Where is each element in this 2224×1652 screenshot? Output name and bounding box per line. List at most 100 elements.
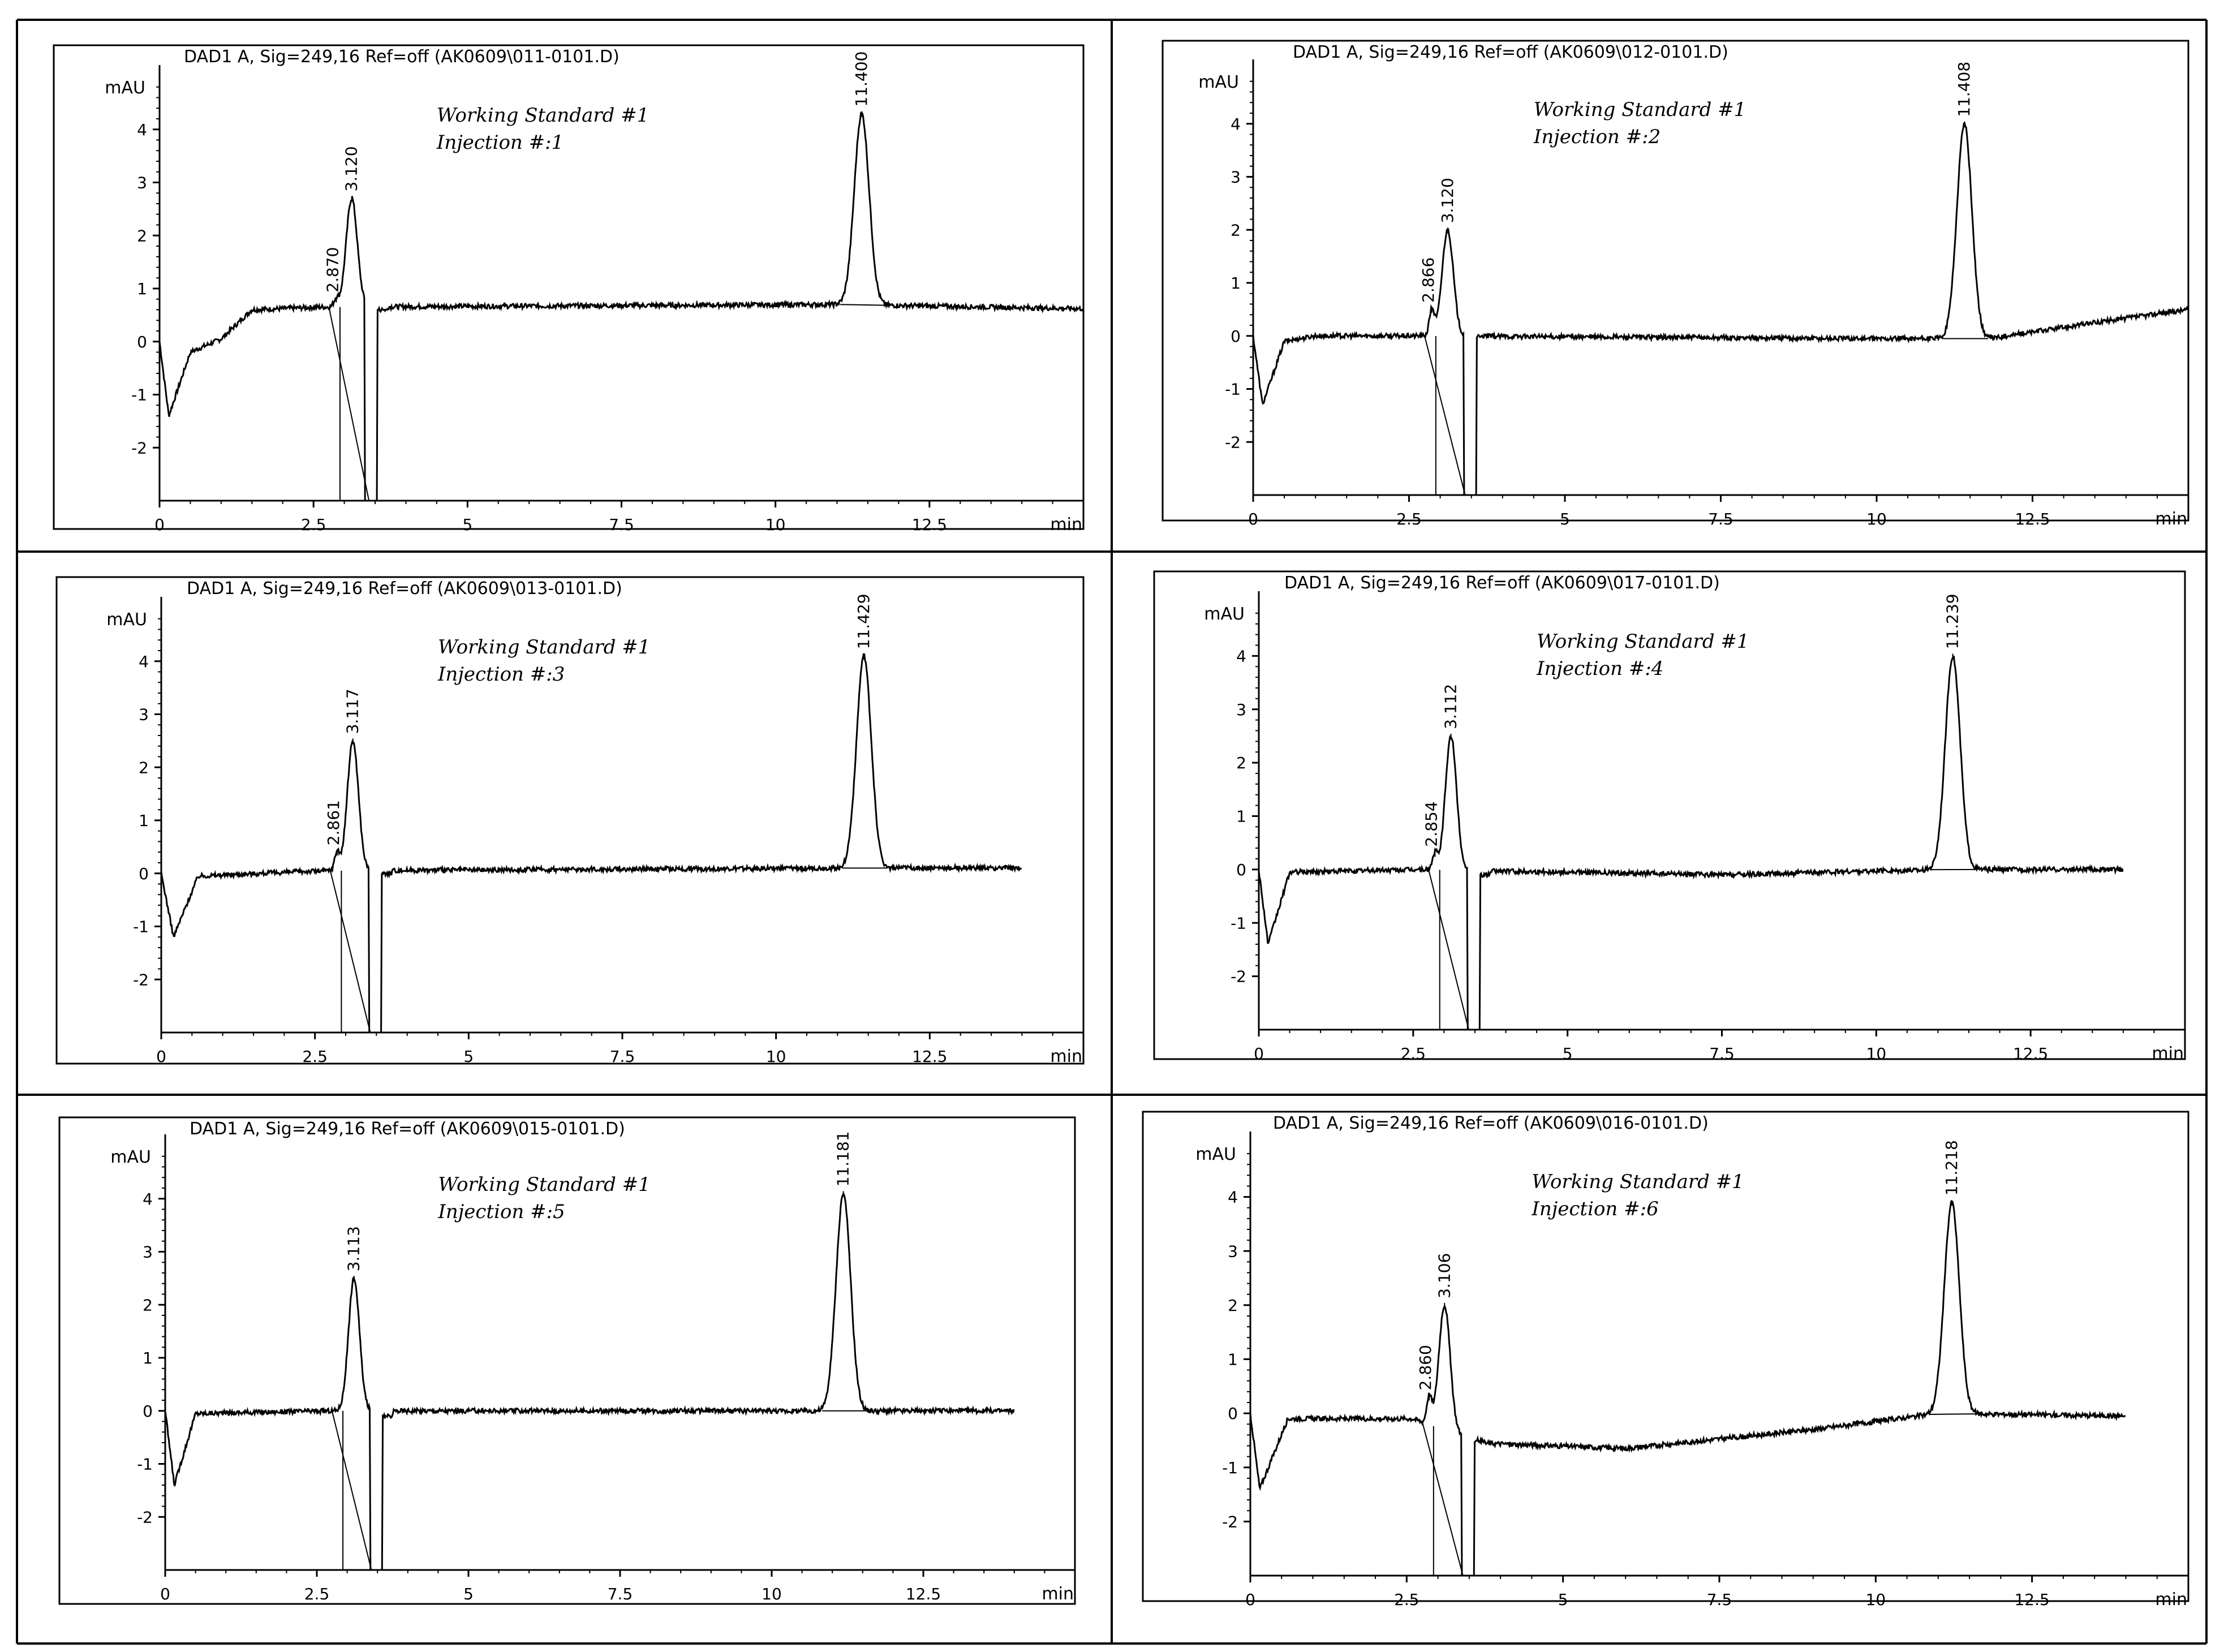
x-tick-label: 2.5: [301, 515, 326, 534]
peak-label: 2.860: [1416, 1345, 1435, 1390]
y-tick-label: 4: [137, 121, 147, 139]
integration-baseline: [1428, 869, 1470, 1030]
panel-title: DAD1 A, Sig=249,16 Ref=off (AK0609\017-0…: [1284, 573, 1720, 593]
y-tick-label: 1: [1231, 274, 1241, 292]
y-tick-label: 0: [1228, 1404, 1238, 1423]
panel-frame: [1153, 570, 2186, 1060]
chromatogram-trace: [1252, 122, 2189, 496]
x-axis-label: min: [1050, 1047, 1082, 1066]
x-tick-label: 0: [1245, 1590, 1255, 1609]
chromatogram-panel-2: DAD1 A, Sig=249,16 Ref=off (AK0609\012-0…: [1162, 40, 2189, 529]
x-axis-label: min: [2155, 509, 2187, 529]
y-tick-label: 3: [143, 1243, 153, 1262]
x-tick-label: 12.5: [912, 515, 947, 534]
y-axis-label: mAU: [106, 610, 147, 630]
panel-title: DAD1 A, Sig=249,16 Ref=off (AK0609\012-0…: [1293, 42, 1728, 62]
x-tick-label: 12.5: [2013, 1044, 2048, 1063]
y-tick-label: 3: [1228, 1242, 1238, 1260]
x-tick-label: 10: [1866, 510, 1887, 528]
annotation-line: Working Standard #1: [1534, 98, 1746, 121]
annotation-line: Working Standard #1: [438, 636, 650, 659]
integration-baseline: [329, 870, 371, 1033]
peak-label: 3.113: [345, 1226, 363, 1271]
x-tick-label: 0: [154, 515, 165, 534]
peak-label: 3.120: [342, 146, 361, 191]
x-axis-label: min: [2155, 1590, 2187, 1610]
y-tick-label: -2: [1225, 433, 1241, 451]
x-axis-label: min: [2152, 1044, 2184, 1064]
y-tick-label: 1: [1236, 807, 1246, 826]
y-tick-label: 1: [137, 279, 147, 298]
y-tick-label: -1: [1225, 380, 1241, 399]
y-tick-label: 4: [143, 1190, 153, 1208]
chromatogram-panel-4: DAD1 A, Sig=249,16 Ref=off (AK0609\017-0…: [1153, 570, 2186, 1064]
y-tick-label: 2: [1236, 754, 1246, 772]
panel-frame: [1162, 40, 2189, 522]
y-tick-label: 4: [1231, 115, 1241, 134]
x-tick-label: 7.5: [609, 515, 634, 534]
y-tick-label: 0: [139, 864, 149, 883]
x-axis-label: min: [1050, 515, 1082, 535]
integration-baseline: [331, 1410, 372, 1571]
y-tick-label: 1: [139, 811, 149, 830]
x-tick-label: 10: [1866, 1044, 1887, 1063]
y-tick-label: -1: [131, 386, 147, 405]
x-tick-label: 2.5: [1401, 1044, 1426, 1063]
y-axis-label: mAU: [105, 78, 145, 98]
annotation-line: Injection #:2: [1533, 126, 1661, 148]
panel-title: DAD1 A, Sig=249,16 Ref=off (AK0609\013-0…: [187, 579, 622, 599]
y-tick-label: -2: [1231, 967, 1246, 986]
peak-label: 3.112: [1442, 684, 1460, 729]
y-axis-label: mAU: [1198, 72, 1239, 92]
y-tick-label: 3: [1231, 168, 1241, 187]
peak-label: 3.106: [1435, 1253, 1453, 1298]
panel-frame: [53, 44, 1085, 530]
y-tick-label: 2: [143, 1296, 153, 1314]
peak-label: 2.854: [1422, 801, 1441, 846]
y-axis-label: mAU: [1204, 604, 1245, 624]
x-tick-label: 0: [156, 1047, 166, 1066]
x-tick-label: 12.5: [912, 1047, 947, 1066]
x-tick-label: 10: [765, 515, 786, 534]
y-tick-label: 3: [139, 705, 149, 724]
annotation-line: Working Standard #1: [1532, 1171, 1744, 1193]
y-tick-label: -2: [131, 438, 147, 457]
y-tick-label: 4: [1236, 647, 1246, 665]
x-tick-label: 5: [462, 515, 472, 534]
peak-label: 11.429: [854, 593, 873, 649]
y-tick-label: 3: [1236, 700, 1246, 719]
y-tick-label: -1: [137, 1455, 153, 1474]
integration-baseline: [1421, 1422, 1464, 1576]
panel-frame: [55, 576, 1085, 1065]
x-tick-label: 2.5: [1396, 510, 1422, 528]
integration-baseline: [840, 304, 885, 306]
y-tick-label: 0: [1236, 861, 1246, 879]
annotation-line: Injection #:6: [1531, 1198, 1658, 1220]
chromatogram-panel-6: DAD1 A, Sig=249,16 Ref=off (AK0609\016-0…: [1142, 1111, 2189, 1610]
x-tick-label: 5: [1563, 1044, 1573, 1063]
x-tick-label: 0: [1248, 510, 1258, 528]
peak-label: 3.120: [1438, 178, 1457, 223]
panel-title: DAD1 A, Sig=249,16 Ref=off (AK0609\016-0…: [1273, 1113, 1709, 1133]
y-tick-label: -2: [137, 1508, 153, 1526]
chromatogram-panel-1: DAD1 A, Sig=249,16 Ref=off (AK0609\011-0…: [53, 44, 1085, 535]
annotation-line: Injection #:5: [437, 1201, 565, 1223]
x-tick-label: 2.5: [302, 1047, 328, 1066]
peak-label: 3.117: [343, 689, 362, 734]
x-tick-label: 7.5: [1709, 1044, 1735, 1063]
y-tick-label: 2: [139, 758, 149, 777]
integration-baseline: [1424, 335, 1466, 496]
peak-label: 2.870: [323, 247, 342, 292]
chromatogram-trace: [1249, 1201, 2126, 1577]
annotation-line: Working Standard #1: [1537, 630, 1749, 653]
panel-title: DAD1 A, Sig=249,16 Ref=off (AK0609\011-0…: [184, 47, 620, 67]
x-tick-label: 10: [1866, 1590, 1886, 1609]
peak-label: 11.400: [852, 51, 871, 107]
chromatogram-trace: [1258, 655, 2124, 1031]
y-tick-label: 1: [1228, 1350, 1238, 1369]
y-axis-label: mAU: [1195, 1145, 1236, 1164]
y-tick-label: 4: [139, 652, 149, 671]
y-tick-label: 2: [1231, 221, 1241, 239]
y-tick-label: 2: [1228, 1296, 1238, 1315]
